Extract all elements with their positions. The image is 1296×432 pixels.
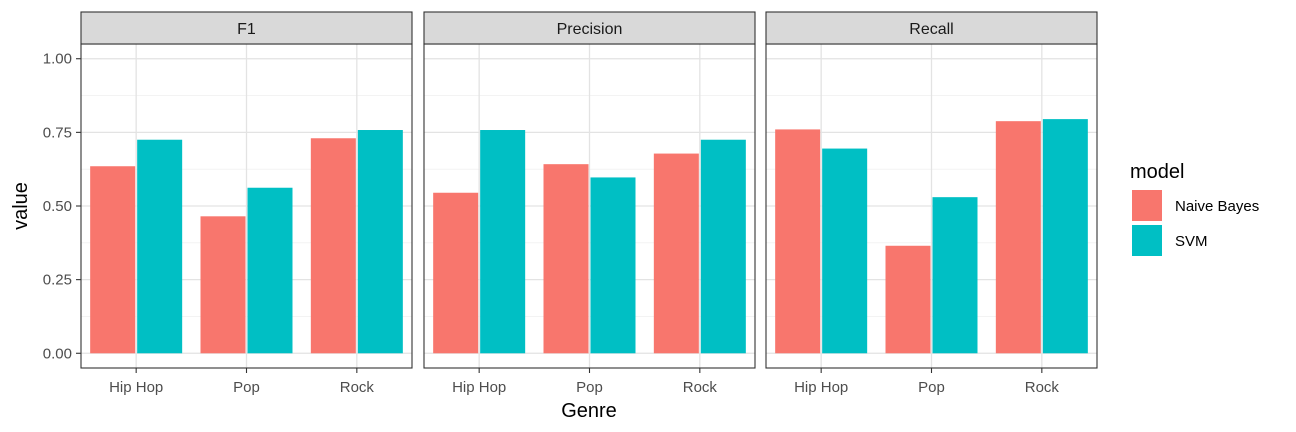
y-axis-title: value	[10, 182, 32, 230]
bar-f1-rock-svm	[357, 130, 403, 354]
bar-precision-pop-svm	[590, 177, 636, 354]
y-tick-label: 1.00	[43, 51, 72, 68]
facet-strip-label: Precision	[557, 21, 623, 38]
bar-f1-rock-naive-bayes	[310, 138, 356, 354]
y-tick-label: 0.50	[43, 198, 72, 215]
x-tick-label: Pop	[576, 379, 603, 396]
x-tick-label: Hip Hop	[794, 379, 848, 396]
bar-f1-hip-hop-naive-bayes	[90, 166, 136, 354]
facet-panel-f1: Hip Hop Pop Rock F1	[80, 11, 413, 396]
bar-precision-hip-hop-svm	[480, 130, 526, 354]
x-tick-label: Rock	[340, 379, 375, 396]
facet-panel-recall: Hip Hop Pop Rock Recall	[765, 11, 1098, 396]
facet-panel-precision: Hip Hop Pop Rock Precision	[423, 11, 756, 396]
bar-recall-rock-svm	[1042, 119, 1088, 354]
x-axis-title: Genre	[561, 400, 617, 422]
x-tick-label: Hip Hop	[109, 379, 163, 396]
bar-recall-pop-svm	[932, 197, 978, 354]
bar-precision-pop-naive-bayes	[543, 164, 589, 354]
bar-f1-hip-hop-svm	[137, 139, 183, 354]
bar-f1-pop-svm	[247, 187, 293, 354]
x-tick-label: Rock	[1025, 379, 1060, 396]
bar-precision-rock-svm	[700, 139, 746, 354]
legend-label: Naive Bayes	[1175, 198, 1259, 215]
legend-label: SVM	[1175, 233, 1208, 250]
x-tick-label: Hip Hop	[452, 379, 506, 396]
legend-title: model	[1130, 161, 1184, 183]
x-tick-label: Rock	[683, 379, 718, 396]
bar-recall-hip-hop-naive-bayes	[775, 129, 821, 354]
legend: model Naive Bayes SVM	[1130, 161, 1259, 256]
y-tick-label: 0.75	[43, 124, 72, 141]
facet-strip-label: F1	[237, 21, 256, 38]
y-tick-label: 0.25	[43, 272, 72, 289]
x-tick-label: Pop	[233, 379, 260, 396]
bar-recall-rock-naive-bayes	[995, 121, 1041, 354]
facet-strip	[423, 11, 756, 45]
legend-key-svm	[1132, 225, 1162, 256]
bar-recall-hip-hop-svm	[822, 148, 868, 354]
facet-strip	[765, 11, 1098, 45]
bar-precision-rock-naive-bayes	[653, 153, 699, 354]
bar-f1-pop-naive-bayes	[200, 216, 246, 354]
y-tick-label: 0.00	[43, 345, 72, 362]
y-axis: 0.00 0.25 0.50 0.75 1.00	[43, 51, 81, 362]
legend-key-naive-bayes	[1132, 190, 1162, 221]
facet-strip-label: Recall	[909, 21, 953, 38]
facet-strip	[80, 11, 413, 45]
x-tick-label: Pop	[918, 379, 945, 396]
bar-recall-pop-naive-bayes	[885, 245, 931, 354]
bar-precision-hip-hop-naive-bayes	[433, 192, 479, 354]
